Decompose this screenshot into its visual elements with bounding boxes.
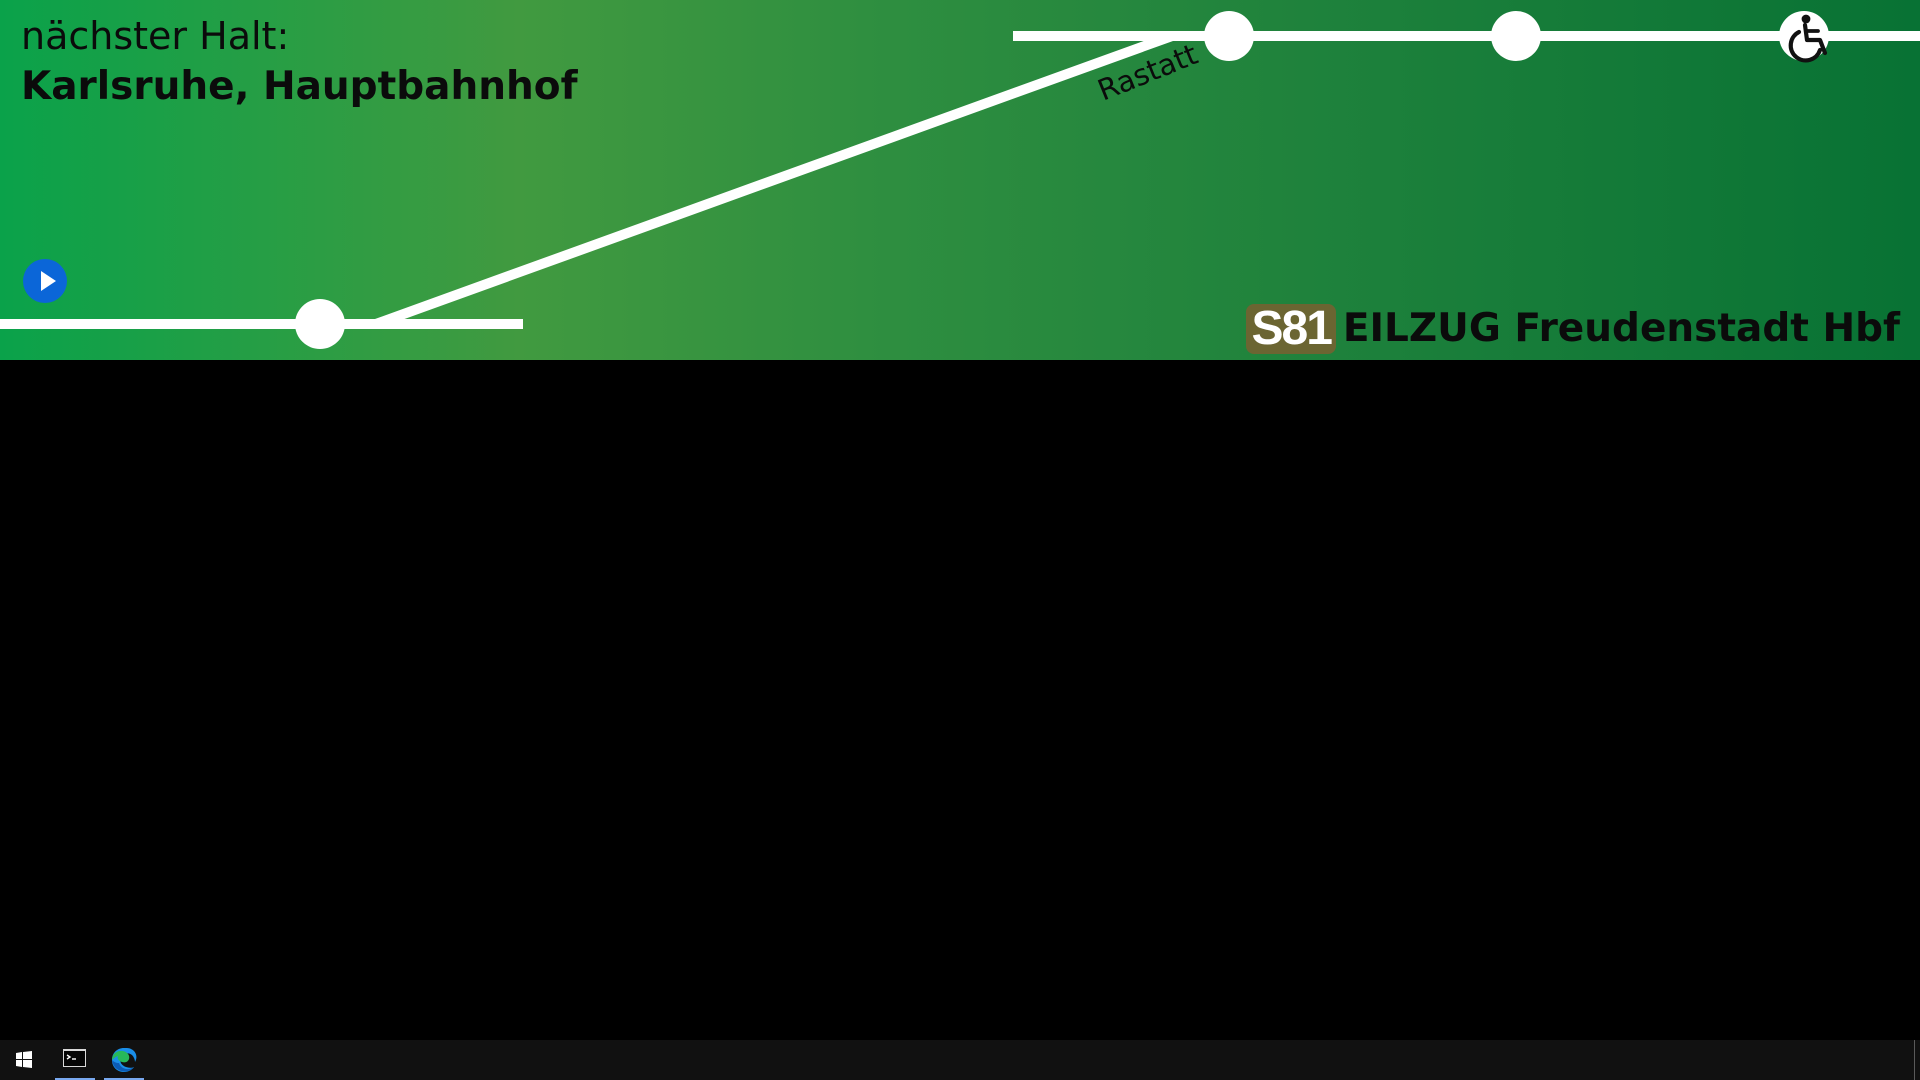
start-button[interactable] (0, 1040, 48, 1080)
terminal-running-indicator (55, 1078, 95, 1080)
route-map: Rastatt (0, 11, 1920, 349)
next-stop-name: Karlsruhe, Hauptbahnhof (21, 64, 578, 109)
passenger-information-display: nächster Halt: Karlsruhe, Hauptbahnhof R… (0, 0, 1920, 360)
destination-text: EILZUG Freudenstadt Hbf (1342, 306, 1900, 351)
play-button[interactable] (23, 259, 67, 303)
route-segment-diagonal (371, 31, 1177, 329)
line-badge: S81 (1246, 304, 1336, 354)
terminal-icon (63, 1049, 86, 1067)
wheelchair-icon (1788, 14, 1828, 63)
station-stop-lower (295, 299, 345, 349)
station-stop-upper-1 (1204, 11, 1254, 61)
next-stop-label: nächster Halt: (21, 14, 290, 58)
play-icon (41, 271, 56, 291)
line-info: S81 EILZUG Freudenstadt Hbf (1246, 304, 1900, 354)
terminal-app-button[interactable] (54, 1040, 96, 1080)
windows-start-icon (16, 1051, 32, 1068)
edge-running-indicator (104, 1078, 144, 1080)
edge-icon (112, 1048, 137, 1072)
station-stop-upper-2 (1491, 11, 1541, 61)
taskbar (0, 1040, 1920, 1080)
show-desktop-button[interactable] (1914, 1040, 1920, 1080)
edge-browser-button[interactable] (103, 1040, 145, 1080)
